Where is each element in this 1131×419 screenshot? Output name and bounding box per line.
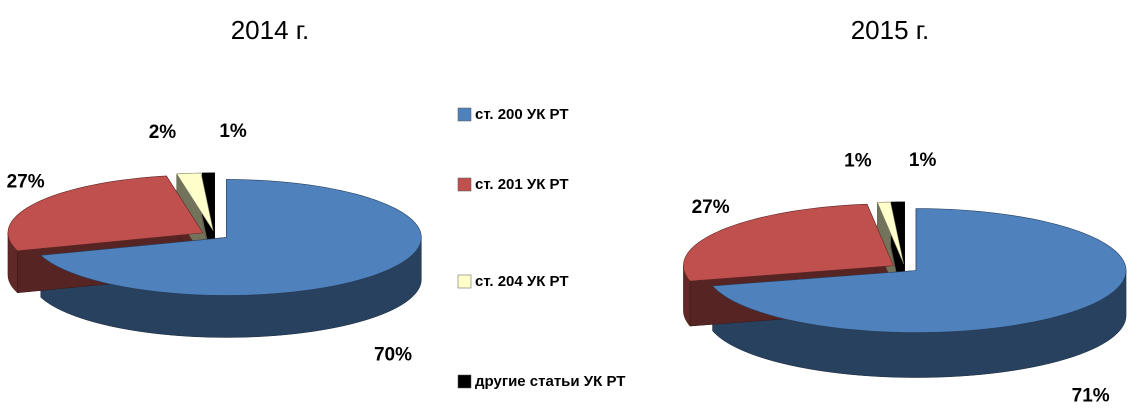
slice bbox=[712, 208, 1127, 333]
data-label: 2% bbox=[149, 122, 177, 143]
data-label: 27% bbox=[7, 172, 45, 193]
data-label: 27% bbox=[692, 197, 730, 218]
legend-label: ст. 201 УК РТ bbox=[475, 176, 569, 193]
legend-swatch bbox=[457, 107, 472, 122]
legend-swatch bbox=[457, 374, 472, 389]
legend-label: другие статьи УК РТ bbox=[475, 373, 625, 390]
slice bbox=[683, 203, 894, 282]
slice bbox=[876, 201, 904, 265]
data-label: 1% bbox=[219, 121, 247, 142]
legend-swatch bbox=[457, 177, 472, 192]
data-label: 70% bbox=[374, 345, 412, 366]
data-label: 71% bbox=[1072, 386, 1110, 407]
chart-title: 2014 г. bbox=[231, 15, 310, 45]
slice bbox=[201, 172, 215, 231]
chart-title: 2015 г. bbox=[851, 15, 930, 45]
slice bbox=[7, 175, 204, 252]
legend-swatch bbox=[457, 274, 472, 289]
legend-label: ст. 204 УК РТ bbox=[475, 273, 569, 290]
slice bbox=[176, 172, 214, 232]
legend-label: ст. 200 УК РТ bbox=[475, 106, 569, 123]
data-label: 1% bbox=[844, 150, 872, 171]
data-label: 1% bbox=[909, 150, 937, 171]
slice bbox=[891, 201, 905, 264]
slice bbox=[40, 179, 422, 296]
